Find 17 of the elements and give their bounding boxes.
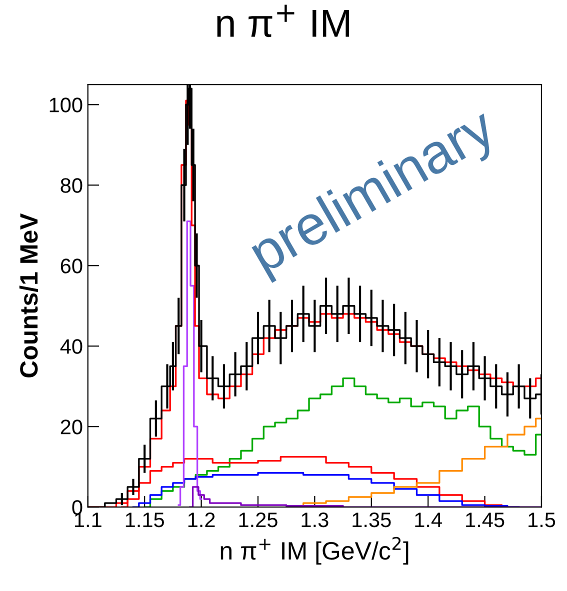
y-tick-label: 100	[50, 98, 82, 112]
x-tick-label: 1.15	[126, 512, 164, 528]
y-tick-label: 40	[60, 339, 82, 354]
y-axis-title: Counts/1 MeV	[19, 213, 38, 378]
x-tick-label: 1.45	[466, 512, 504, 528]
x-tick-label: 1.25	[239, 512, 278, 528]
y-tick-label: 20	[60, 420, 82, 434]
x-tick-label: 1.2	[188, 512, 215, 528]
x-tick-label: 1.5	[528, 512, 556, 528]
chart-title: n π$^{+}$ IM	[217, 4, 349, 38]
x-axis-title: n π$^{+}$ IM [GeV/c$^{2}$]	[220, 536, 408, 565]
y-tick-label: 80	[60, 178, 82, 193]
y-tick-label: 60	[60, 258, 82, 274]
x-tick-label: 1.35	[352, 512, 391, 528]
x-tick-label: 1.1	[74, 512, 102, 528]
x-tick-label: 1.3	[302, 512, 328, 528]
x-tick-label: 1.4	[415, 512, 442, 528]
